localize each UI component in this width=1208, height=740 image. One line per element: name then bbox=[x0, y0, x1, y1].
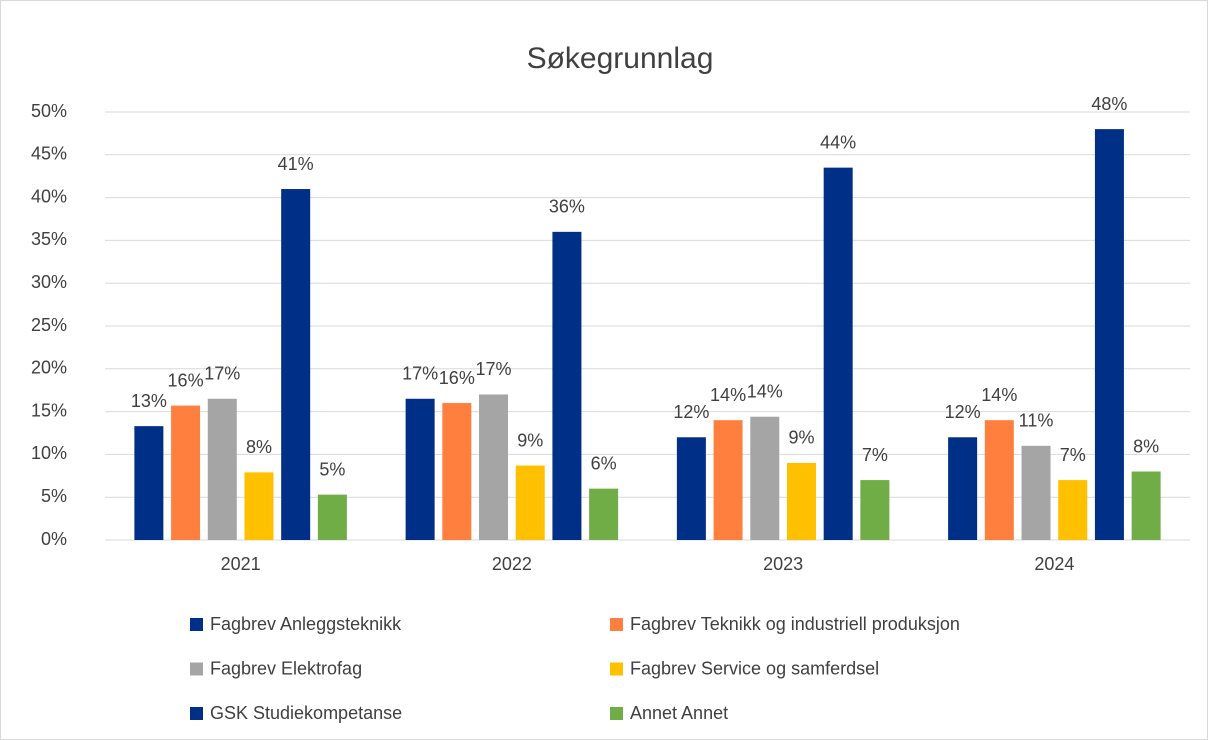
bar bbox=[479, 394, 509, 540]
data-label: 14% bbox=[710, 385, 746, 405]
bar bbox=[1058, 480, 1088, 540]
y-tick-label: 10% bbox=[31, 443, 67, 463]
y-tick-label: 20% bbox=[31, 358, 67, 378]
data-label: 44% bbox=[820, 132, 856, 152]
legend-label: Fagbrev Service og samferdsel bbox=[630, 658, 879, 678]
bar bbox=[750, 416, 780, 540]
data-label: 8% bbox=[246, 437, 272, 457]
bar bbox=[1131, 471, 1161, 540]
bar bbox=[405, 398, 435, 540]
data-label: 17% bbox=[476, 359, 512, 379]
bar bbox=[552, 231, 582, 540]
legend-label: Fagbrev Elektrofag bbox=[210, 658, 362, 678]
legend-swatch bbox=[610, 618, 623, 631]
y-tick-label: 35% bbox=[31, 229, 67, 249]
data-label: 8% bbox=[1133, 436, 1159, 456]
x-tick-label: 2022 bbox=[492, 554, 532, 574]
data-label: 5% bbox=[319, 459, 345, 479]
bar bbox=[515, 465, 545, 540]
bar bbox=[281, 189, 311, 541]
bar bbox=[786, 462, 816, 540]
y-tick-label: 25% bbox=[31, 315, 67, 335]
data-label: 7% bbox=[1060, 445, 1086, 465]
x-tick-label: 2021 bbox=[221, 554, 261, 574]
data-label: 14% bbox=[981, 385, 1017, 405]
bar bbox=[207, 398, 237, 540]
x-tick-label: 2023 bbox=[763, 554, 803, 574]
data-label: 12% bbox=[673, 402, 709, 422]
legend-label: GSK Studiekompetanse bbox=[210, 703, 402, 723]
bar bbox=[984, 420, 1014, 540]
data-label: 16% bbox=[168, 370, 204, 390]
y-tick-label: 40% bbox=[31, 186, 67, 206]
data-label: 9% bbox=[788, 428, 814, 448]
data-label: 41% bbox=[278, 154, 314, 174]
bar bbox=[442, 403, 472, 540]
y-tick-label: 0% bbox=[41, 529, 67, 549]
bar bbox=[244, 472, 274, 540]
bar bbox=[860, 480, 890, 540]
legend-swatch bbox=[190, 618, 203, 631]
legend-label: Annet Annet bbox=[630, 703, 728, 723]
data-label: 7% bbox=[862, 445, 888, 465]
bar bbox=[589, 488, 619, 540]
bar bbox=[1021, 445, 1051, 540]
data-label: 13% bbox=[131, 391, 167, 411]
legend-swatch bbox=[190, 662, 203, 676]
data-label: 11% bbox=[1019, 411, 1054, 431]
y-tick-label: 30% bbox=[31, 272, 67, 292]
bar bbox=[134, 426, 164, 540]
legend-swatch bbox=[610, 707, 623, 720]
y-tick-label: 5% bbox=[41, 486, 67, 506]
legend-swatch bbox=[190, 707, 203, 720]
data-label: 12% bbox=[945, 402, 981, 422]
y-tick-label: 50% bbox=[31, 101, 67, 121]
legend-label: Fagbrev Anleggsteknikk bbox=[210, 614, 402, 634]
bar bbox=[823, 167, 853, 540]
data-label: 16% bbox=[439, 368, 475, 388]
data-label: 6% bbox=[591, 453, 617, 473]
data-label: 36% bbox=[549, 197, 585, 217]
data-label: 17% bbox=[402, 364, 438, 384]
data-label: 14% bbox=[747, 381, 783, 401]
y-tick-label: 15% bbox=[31, 400, 67, 420]
x-tick-label: 2024 bbox=[1034, 554, 1074, 574]
data-label: 9% bbox=[517, 430, 543, 450]
bar bbox=[171, 405, 201, 540]
legend-label: Fagbrev Teknikk og industriell produksjo… bbox=[630, 614, 960, 634]
bar bbox=[317, 494, 347, 540]
bar bbox=[676, 437, 706, 540]
y-tick-label: 45% bbox=[31, 144, 67, 164]
bar bbox=[948, 437, 978, 540]
bar bbox=[1094, 129, 1124, 540]
chart-title: Søkegrunnlag bbox=[527, 42, 714, 75]
data-label: 17% bbox=[204, 364, 240, 384]
bar bbox=[713, 420, 743, 540]
data-label: 48% bbox=[1091, 94, 1127, 114]
legend-swatch bbox=[610, 662, 623, 676]
